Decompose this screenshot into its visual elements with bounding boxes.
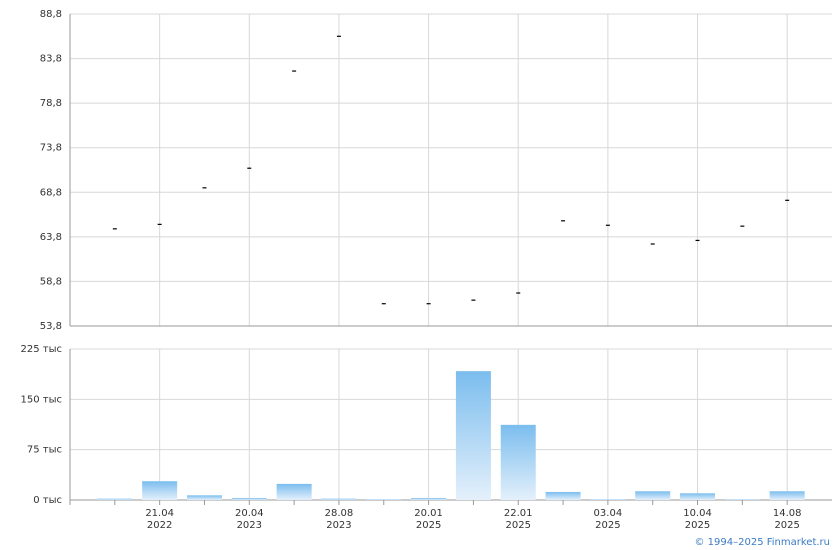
volume-bar bbox=[321, 498, 357, 500]
volume-bar bbox=[231, 497, 267, 500]
y-tick-label: 73,8 bbox=[40, 143, 62, 154]
y-tick-label: 58,8 bbox=[40, 276, 62, 287]
volume-bar bbox=[366, 499, 402, 500]
x-tick-label: 2022 bbox=[147, 520, 172, 531]
volume-bar bbox=[142, 481, 178, 500]
volume-bar bbox=[276, 483, 312, 500]
x-tick-label: 14.08 bbox=[773, 508, 802, 519]
x-tick-label: 2025 bbox=[685, 520, 710, 531]
footer: © 1994–2025 Finmarket.ru bbox=[694, 537, 830, 548]
volume-bar bbox=[590, 499, 626, 500]
y-tick-label: 0 тыс bbox=[33, 495, 62, 506]
volume-bar bbox=[500, 424, 536, 500]
x-tick-label: 2025 bbox=[595, 520, 620, 531]
volume-bar bbox=[680, 493, 716, 500]
x-tick-label: 21.04 bbox=[145, 508, 174, 519]
volume-bar bbox=[545, 491, 581, 500]
x-tick-label: 28.08 bbox=[325, 508, 354, 519]
y-tick-label: 53,8 bbox=[40, 321, 62, 332]
x-tick-label: 20.04 bbox=[235, 508, 264, 519]
x-tick-label: 2023 bbox=[326, 520, 351, 531]
x-tick-label: 03.04 bbox=[594, 508, 623, 519]
x-tick-label: 2025 bbox=[774, 520, 799, 531]
x-tick-label: 2025 bbox=[506, 520, 531, 531]
volume-bar bbox=[411, 497, 447, 500]
y-tick-label: 88,8 bbox=[40, 9, 62, 20]
volume-bar bbox=[186, 495, 222, 500]
volume-bar bbox=[97, 498, 133, 500]
x-tick-label: 22.01 bbox=[504, 508, 533, 519]
x-tick-label: 10.04 bbox=[683, 508, 712, 519]
y-tick-label: 63,8 bbox=[40, 232, 62, 243]
volume-bar bbox=[769, 491, 805, 500]
volume-bar bbox=[455, 371, 491, 500]
y-tick-label: 78,8 bbox=[40, 98, 62, 109]
y-tick-label: 75 тыс bbox=[27, 445, 62, 456]
x-tick-label: 2025 bbox=[416, 520, 441, 531]
x-tick-label: 2023 bbox=[237, 520, 262, 531]
y-tick-label: 68,8 bbox=[40, 187, 62, 198]
y-tick-label: 225 тыс bbox=[21, 344, 62, 355]
y-tick-label: 150 тыс bbox=[21, 394, 62, 405]
volume-bar bbox=[635, 491, 671, 500]
y-tick-label: 83,8 bbox=[40, 54, 62, 65]
x-tick-label: 20.01 bbox=[414, 508, 443, 519]
volume-bar bbox=[724, 499, 760, 500]
